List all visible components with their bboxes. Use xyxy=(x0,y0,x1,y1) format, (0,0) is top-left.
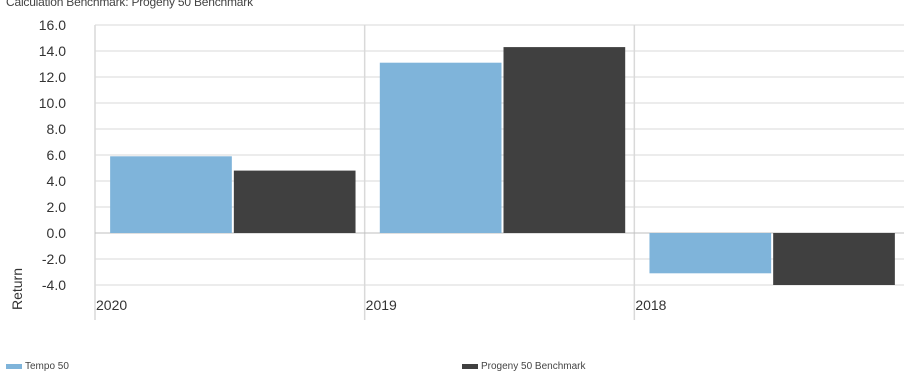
bar-2020-benchmark xyxy=(233,170,356,233)
bar-2018-tempo xyxy=(649,233,772,274)
x-tick-label: 2019 xyxy=(366,297,397,313)
y-tick-label: 6.0 xyxy=(47,147,67,163)
bar-2018-benchmark xyxy=(773,233,895,285)
legend-label-benchmark: Progeny 50 Benchmark xyxy=(481,361,586,372)
legend-item-benchmark: Progeny 50 Benchmark xyxy=(462,361,586,372)
x-tick-label: 2020 xyxy=(96,297,127,313)
chart-subtitle: Calculation Benchmark: Progeny 50 Benchm… xyxy=(6,0,253,9)
bar-2019-tempo xyxy=(379,62,502,234)
y-tick-label: 12.0 xyxy=(39,69,66,85)
y-tick-label: 4.0 xyxy=(47,173,67,189)
legend-swatch-benchmark xyxy=(462,364,478,369)
y-tick-label: 2.0 xyxy=(47,199,67,215)
y-tick-label: 0.0 xyxy=(47,225,67,241)
y-axis-label: Return xyxy=(9,268,25,310)
legend-item-tempo: Tempo 50 xyxy=(6,361,69,372)
y-tick-label: 16.0 xyxy=(39,17,66,33)
y-tick-label: 14.0 xyxy=(39,43,66,59)
bars xyxy=(110,47,895,285)
y-tick-label: 8.0 xyxy=(47,121,67,137)
bar-2019-benchmark xyxy=(503,47,626,233)
y-tick-label: -2.0 xyxy=(42,251,66,267)
legend-label-tempo: Tempo 50 xyxy=(25,361,69,372)
y-tick-label: -4.0 xyxy=(42,277,66,293)
y-tick-label: 10.0 xyxy=(39,95,66,111)
bar-2020-tempo xyxy=(110,156,232,233)
x-axis-ticks: 2020 2019 2018 xyxy=(96,297,667,313)
legend-swatch-tempo xyxy=(6,364,22,369)
y-axis-ticks: 16.0 14.0 12.0 10.0 8.0 6.0 4.0 2.0 0.0 -2.0 -4.0 xyxy=(39,17,66,293)
x-tick-label: 2018 xyxy=(635,297,666,313)
